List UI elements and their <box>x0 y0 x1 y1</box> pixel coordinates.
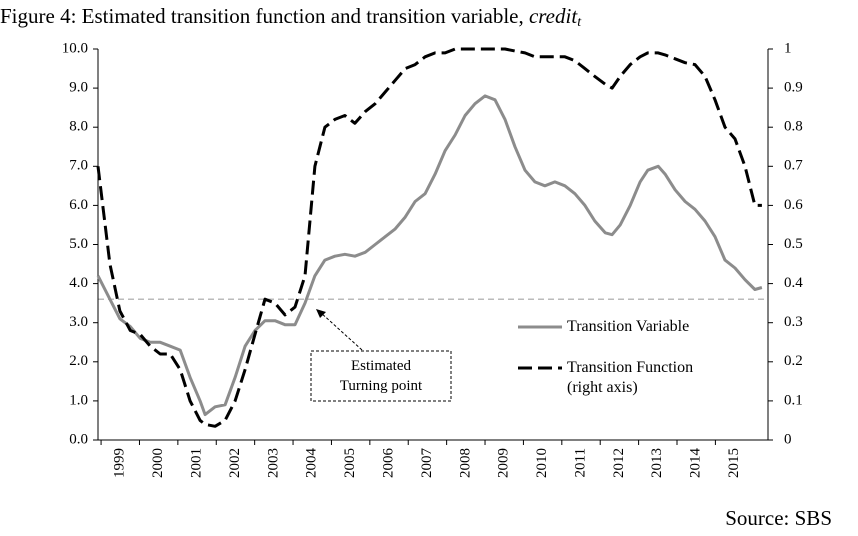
x-tick-label: 2015 <box>726 448 742 478</box>
x-tick-label: 2000 <box>150 448 166 478</box>
y-tick-label: 3.0 <box>69 314 88 330</box>
y2-tick-label: 0.9 <box>784 80 803 96</box>
y-tick-label: 1.0 <box>69 392 88 408</box>
series-line <box>96 47 762 428</box>
y2-tick-label: 0.6 <box>784 197 803 213</box>
y-tick-label: 4.0 <box>69 275 88 291</box>
x-tick-label: 2014 <box>688 448 704 479</box>
x-tick-label: 1999 <box>112 448 128 478</box>
legend-label: Transition Variable <box>567 318 690 335</box>
y-tick-label: 7.0 <box>69 158 88 174</box>
chart-title: Figure 4: Estimated transition function … <box>0 4 582 30</box>
source: Source: SBS <box>725 506 832 530</box>
x-tick-label: 2011 <box>572 448 588 477</box>
x-tick-label: 2008 <box>457 448 473 478</box>
x-tick-label: 2012 <box>611 448 627 478</box>
x-tick-label: 2003 <box>265 448 281 478</box>
y2-tick-label: 0.1 <box>784 392 803 408</box>
title-text: Figure 4: Estimated transition function … <box>0 4 524 28</box>
x-tick-label: 2013 <box>649 448 665 478</box>
y-tick-label: 6.0 <box>69 197 88 213</box>
y2-tick-label: 0.2 <box>784 353 803 369</box>
y-tick-label: 10.0 <box>62 40 88 56</box>
series-line <box>96 94 763 417</box>
y2-tick-label: 0.3 <box>784 314 803 330</box>
y2-tick-label: 0.4 <box>784 275 803 291</box>
y2-tick-label: 1 <box>784 40 792 56</box>
x-tick-label: 2005 <box>342 448 358 478</box>
x-tick-label: 2001 <box>188 448 204 478</box>
x-tick-label: 2006 <box>380 448 396 479</box>
annotation: Estimated Turning point <box>339 358 423 394</box>
title-subscript: t <box>577 15 582 30</box>
x-tick-label: 2002 <box>227 448 243 478</box>
annotation-box <box>310 350 452 402</box>
x-tick-label: 2004 <box>304 448 320 479</box>
y2-tick-label: 0.7 <box>784 158 803 174</box>
y-tick-label: 2.0 <box>69 353 88 369</box>
legend-label: Transition Function (right axis) <box>567 359 694 396</box>
y2-tick-label: 0 <box>784 431 792 447</box>
y-tick-label: 0.0 <box>69 431 88 447</box>
y-tick-label: 8.0 <box>69 119 88 135</box>
x-tick-label: 2007 <box>419 448 435 479</box>
title-variable: credit <box>529 4 578 28</box>
y-tick-label: 9.0 <box>69 80 88 96</box>
y2-tick-label: 0.5 <box>784 236 803 252</box>
x-tick-label: 2010 <box>534 448 550 478</box>
y2-tick-label: 0.8 <box>784 119 803 135</box>
x-tick-label: 2009 <box>496 448 512 478</box>
y-tick-label: 5.0 <box>69 236 88 252</box>
annotation-arrow <box>319 311 363 351</box>
arrow-head <box>316 309 326 318</box>
